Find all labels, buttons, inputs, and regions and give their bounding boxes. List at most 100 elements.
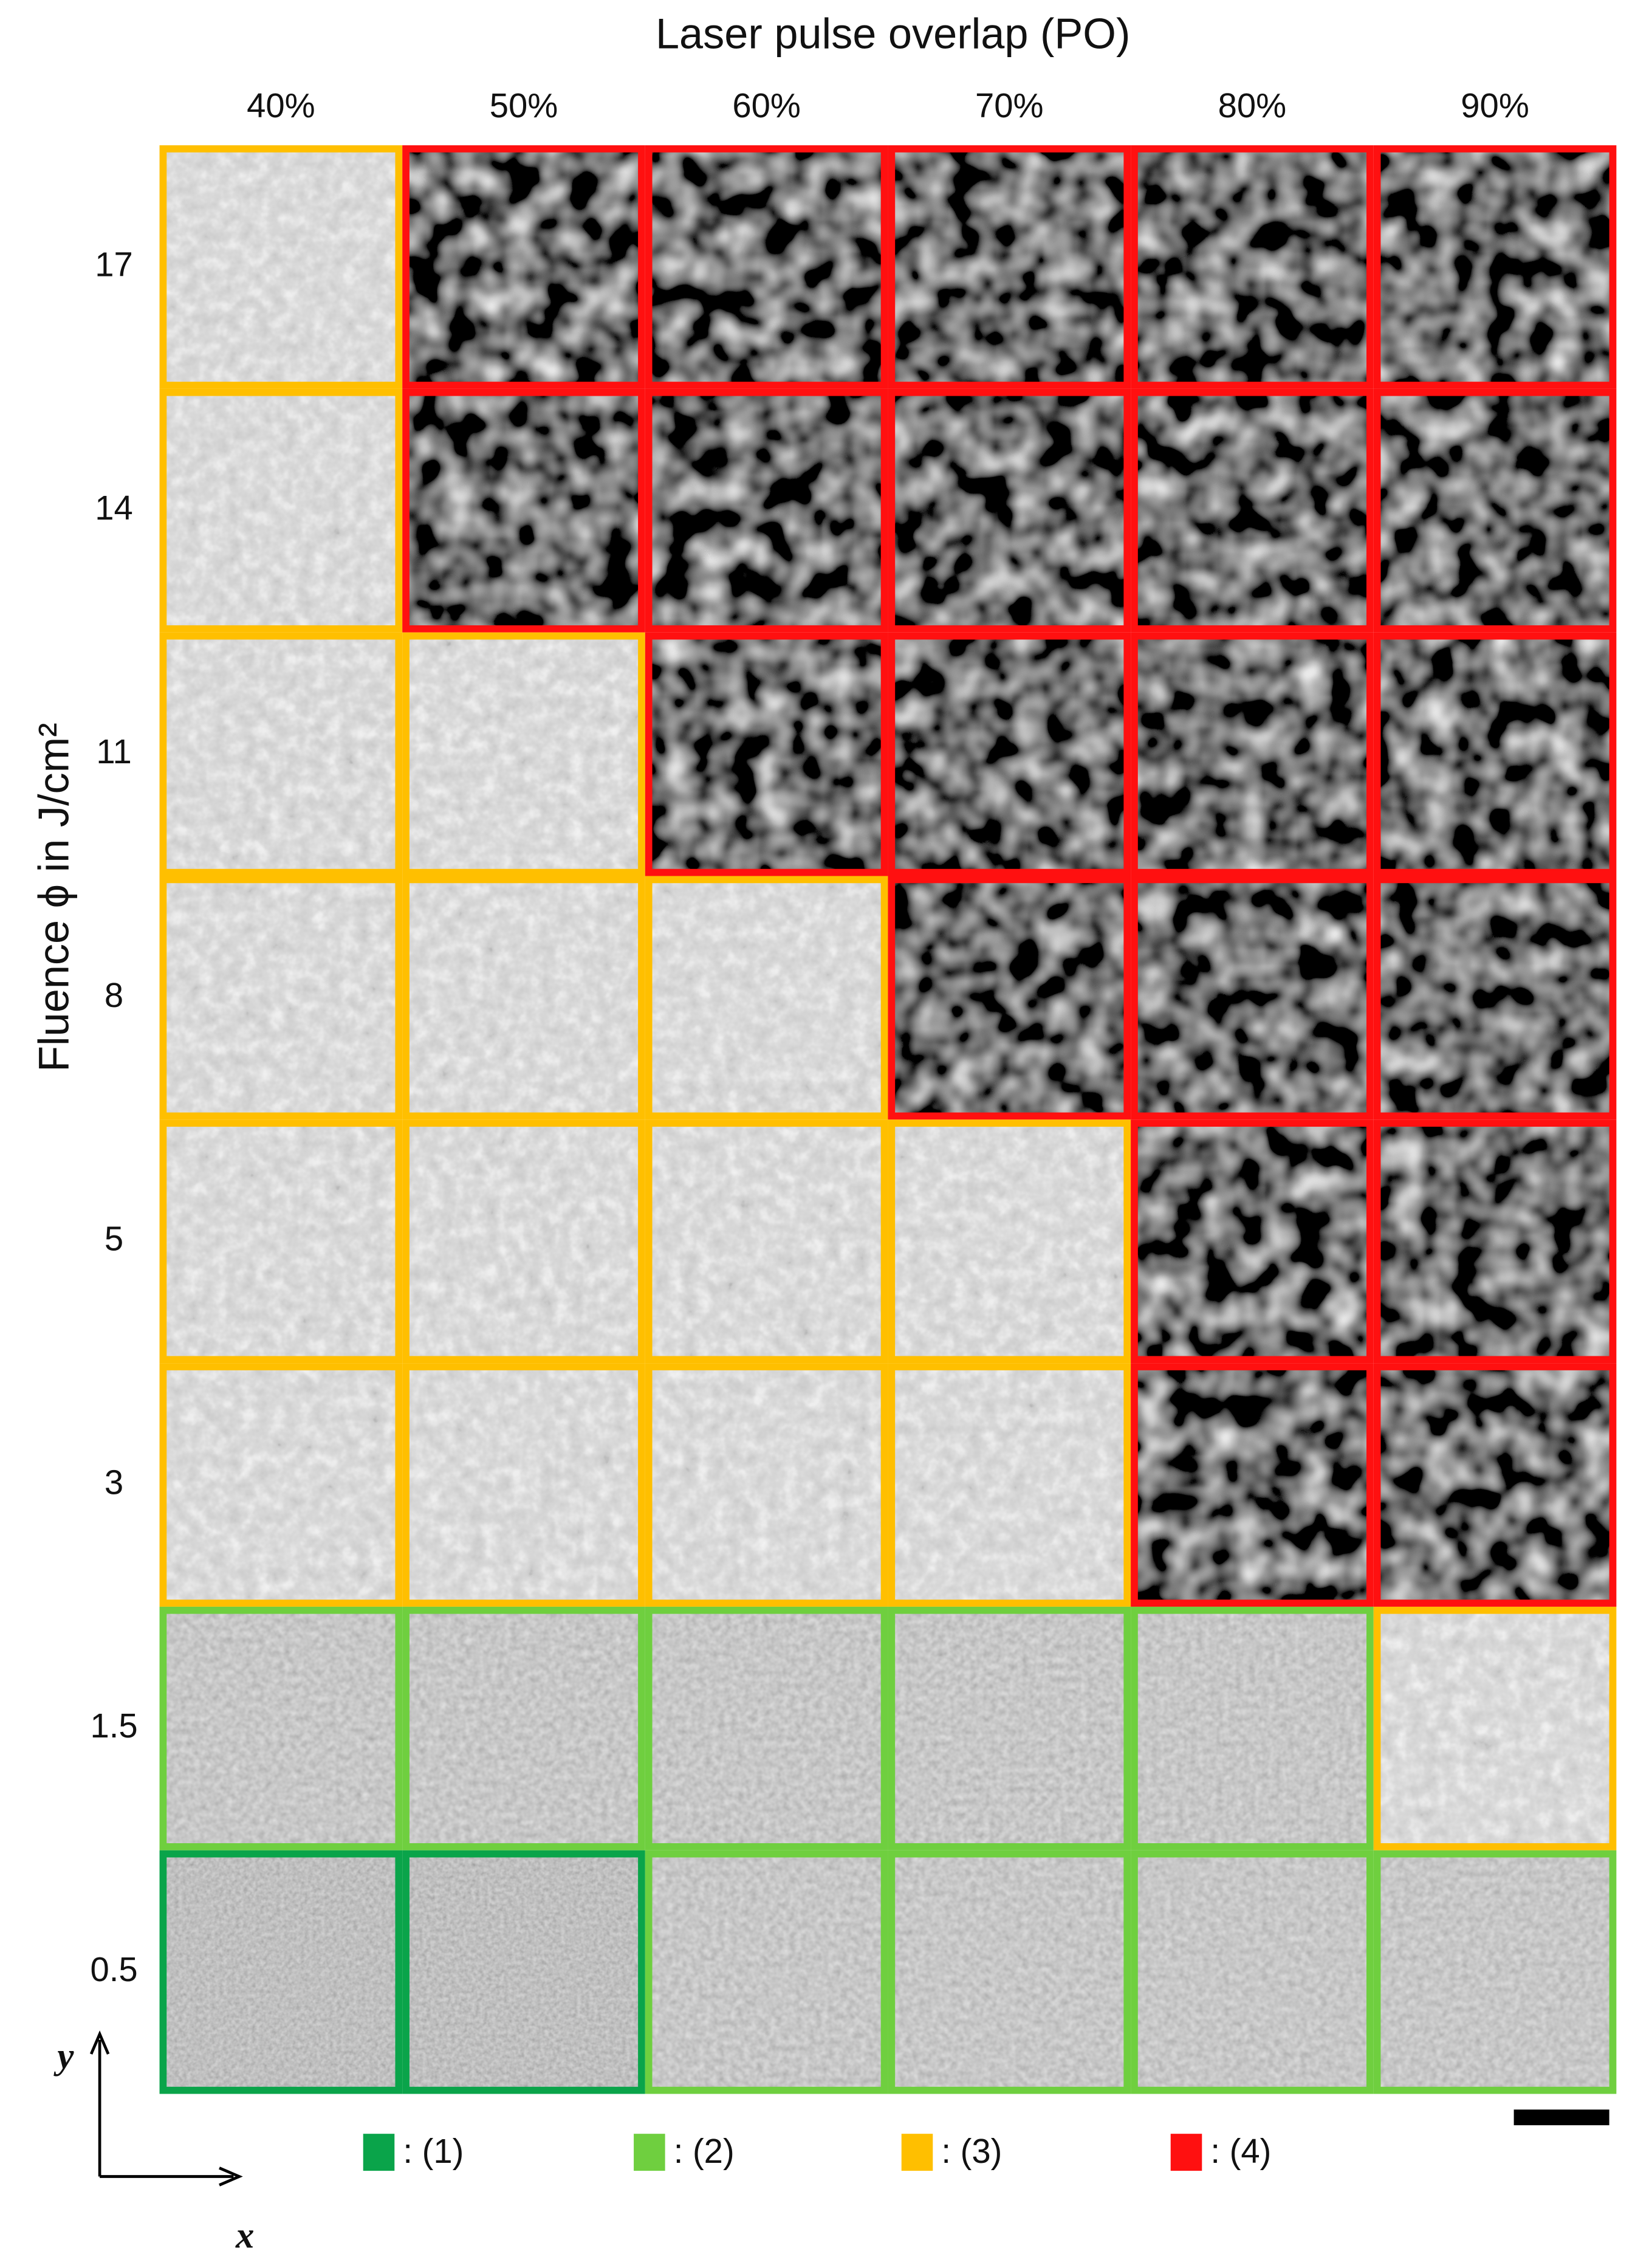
legend-swatch <box>634 2134 665 2171</box>
row-label: 8 <box>105 976 123 1014</box>
sem-image <box>163 1124 399 1359</box>
sem-image <box>892 149 1127 385</box>
legend-swatch <box>901 2134 933 2171</box>
sem-image <box>649 1124 884 1359</box>
sem-image <box>406 1367 641 1603</box>
sem-image <box>1377 1610 1613 1846</box>
legend-label: : (2) <box>674 2132 735 2170</box>
row-label: 11 <box>96 732 131 771</box>
cell-border <box>888 1850 1131 2094</box>
row-label: 14 <box>95 489 133 527</box>
cell-border <box>1131 876 1374 1120</box>
cell-border <box>159 1850 403 2094</box>
cell-border <box>402 632 645 876</box>
axis-x-symbol: x <box>235 2216 254 2254</box>
cell-border <box>888 388 1131 633</box>
cell-border <box>645 632 888 876</box>
sem-image <box>892 636 1127 872</box>
cell-border <box>402 1850 645 2094</box>
legend-label: : (3) <box>941 2132 1002 2170</box>
column-label: 80% <box>1218 86 1287 125</box>
sem-image <box>1135 880 1369 1116</box>
cell-border <box>888 1606 1131 1850</box>
cell-border <box>645 1363 888 1607</box>
cell-border <box>159 632 403 876</box>
sem-image <box>892 880 1127 1116</box>
sem-image <box>163 149 399 385</box>
sem-image <box>892 393 1127 628</box>
sem-image <box>406 393 641 628</box>
sem-image <box>1135 1854 1369 2090</box>
sem-image <box>1135 149 1369 385</box>
cell-border <box>888 632 1131 876</box>
cell-border <box>1373 1363 1617 1607</box>
sem-image <box>1377 393 1613 628</box>
sem-image <box>163 1367 399 1603</box>
cell-border <box>645 1119 888 1364</box>
cell-border <box>1373 1119 1617 1364</box>
sem-image <box>649 393 884 628</box>
cell-border <box>645 876 888 1120</box>
cell-border <box>159 1606 403 1850</box>
sem-image <box>406 1124 641 1359</box>
sem-image <box>649 1854 884 2090</box>
sem-image <box>1377 149 1613 385</box>
cell-border <box>1131 1850 1374 2094</box>
cell-border <box>1373 1606 1617 1850</box>
cell-border <box>888 1119 1131 1364</box>
sem-image <box>163 393 399 628</box>
cell-border <box>645 388 888 633</box>
cell-border <box>402 145 645 389</box>
cell-border <box>1373 388 1617 633</box>
cell-border <box>645 1850 888 2094</box>
sem-image <box>406 636 641 872</box>
row-label: 17 <box>95 245 133 283</box>
column-label: 60% <box>732 86 801 125</box>
cell-border <box>402 1119 645 1364</box>
sem-image <box>892 1854 1127 2090</box>
sem-image <box>649 1367 884 1603</box>
sem-image <box>1377 1124 1613 1359</box>
cell-border <box>402 388 645 633</box>
cell-border <box>402 1363 645 1607</box>
sem-image <box>163 880 399 1116</box>
cell-border <box>1131 1119 1374 1364</box>
cell-border <box>888 145 1131 389</box>
sem-image <box>406 1610 641 1846</box>
legend-label: : (1) <box>403 2132 464 2170</box>
y-axis-label: Fluence ϕ in J/cm² <box>29 723 77 1072</box>
sem-image <box>1135 393 1369 628</box>
sem-image <box>1377 1854 1613 2090</box>
column-label: 40% <box>247 86 315 125</box>
sem-image <box>649 149 884 385</box>
cell-border <box>645 145 888 389</box>
sem-image <box>163 1854 399 2090</box>
sem-image <box>406 880 641 1116</box>
sem-image <box>649 880 884 1116</box>
row-label: 0.5 <box>90 1950 137 1988</box>
cell-border <box>1373 876 1617 1120</box>
sem-image <box>649 636 884 872</box>
sem-image <box>892 1124 1127 1359</box>
column-label: 50% <box>490 86 558 125</box>
sem-image <box>1135 1124 1369 1359</box>
cell-border <box>645 1606 888 1850</box>
sem-image <box>1377 880 1613 1116</box>
cell-border <box>1131 1606 1374 1850</box>
sem-image <box>163 1610 399 1846</box>
scale-bar <box>1513 2109 1609 2126</box>
cell-border <box>159 1119 403 1364</box>
cell-border <box>888 1363 1131 1607</box>
cell-border <box>159 1363 403 1607</box>
cell-border <box>159 145 403 389</box>
legend-label: : (4) <box>1210 2132 1271 2170</box>
legend-swatch <box>1170 2134 1202 2171</box>
sem-image <box>406 1854 641 2090</box>
cell-border <box>159 388 403 633</box>
cell-border <box>888 876 1131 1120</box>
figure-title: Laser pulse overlap (PO) <box>656 10 1130 58</box>
legend-swatch <box>363 2134 395 2171</box>
sem-image <box>892 1367 1127 1603</box>
cell-border <box>1373 145 1617 389</box>
